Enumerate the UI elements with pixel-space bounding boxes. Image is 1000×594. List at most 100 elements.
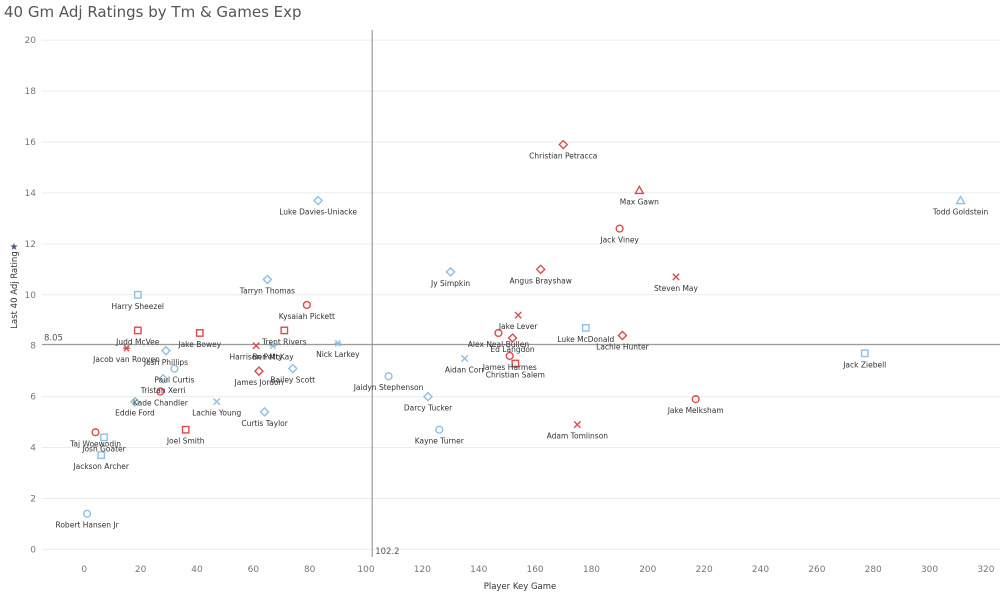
data-point (195, 329, 204, 337)
data-point (91, 428, 100, 437)
point-marker (133, 326, 142, 335)
data-point (634, 184, 645, 195)
data-point (280, 326, 289, 335)
point-marker (129, 396, 140, 407)
data-point (287, 363, 298, 374)
data-point (573, 420, 582, 429)
reference-lines: 102.2 8.05 (42, 30, 1000, 557)
data-point (100, 433, 108, 442)
x-tick-label: 40 (191, 565, 203, 575)
point-marker (691, 395, 700, 404)
point-marker (269, 342, 277, 350)
point-marker (252, 341, 260, 350)
y-tick-label: 6 (30, 393, 36, 403)
y-tick-label: 8 (30, 342, 36, 352)
x-tick-label: 0 (81, 565, 87, 575)
point-label: Kayne Turner (415, 437, 465, 446)
point-label: Bailey Scott (270, 376, 315, 385)
data-point (507, 333, 518, 344)
point-marker (97, 451, 106, 460)
y-axis-star-icon[interactable]: ★ (10, 242, 19, 253)
point-marker (558, 139, 569, 150)
point-marker (334, 339, 342, 347)
point-marker (253, 366, 264, 377)
data-point (514, 311, 522, 319)
y-tick-label: 20 (25, 36, 37, 46)
point-marker (955, 195, 966, 205)
data-point (615, 224, 624, 233)
point-marker (573, 420, 582, 429)
point-label: Kysaiah Pickett (279, 312, 335, 321)
point-marker (634, 184, 645, 195)
data-point (269, 342, 277, 350)
point-label: Tristan Xerri (140, 386, 186, 395)
point-label: Aidan Corr (445, 365, 485, 374)
point-label: Jack Viney (599, 236, 639, 245)
data-point (445, 266, 456, 277)
data-point (691, 395, 700, 404)
data-point (170, 364, 179, 373)
x-tick-label: 180 (583, 565, 600, 575)
y-tick-label: 10 (25, 291, 37, 301)
reference-label-x: 102.2 (375, 547, 399, 557)
data-point (860, 349, 869, 358)
point-label: Nick Larkey (316, 350, 360, 359)
point-label: Paul Curtis (154, 376, 194, 385)
data-point (384, 372, 393, 381)
point-marker (514, 311, 522, 319)
point-marker (91, 428, 100, 437)
chart-title: 40 Gm Adj Ratings by Tm & Games Exp (4, 3, 302, 21)
point-label: Adam Tomlinson (547, 432, 609, 441)
point-label: Taj Woewodin (69, 439, 121, 448)
data-point (252, 341, 260, 350)
point-marker (313, 195, 324, 206)
data-point (558, 139, 569, 150)
x-tick-label: 20 (135, 565, 147, 575)
point-label: Trent Rivers (261, 337, 307, 346)
point-marker (133, 290, 142, 299)
x-tick-label: 240 (752, 565, 769, 575)
point-marker (123, 344, 131, 352)
point-label: Lachie Hunter (596, 343, 649, 352)
data-point (160, 345, 171, 356)
point-label: Jy Simpkin (430, 279, 470, 288)
point-label: Jack Ziebell (842, 360, 886, 369)
y-axis-title: Last 40 Adj Rating (10, 251, 20, 328)
point-label: Christian Salem (486, 371, 545, 380)
point-marker (445, 266, 456, 277)
point-marker (435, 425, 444, 434)
y-tick-label: 4 (30, 444, 36, 454)
point-label: Curtis Taylor (241, 419, 288, 428)
data-point (672, 273, 680, 281)
data-point (535, 264, 546, 275)
point-label: Christian Petracca (529, 152, 597, 161)
point-marker (158, 373, 169, 384)
point-marker (287, 363, 298, 374)
point-label: Tarryn Thomas (239, 286, 295, 295)
x-axis-title: Player Key Game (484, 582, 557, 592)
data-point (423, 391, 434, 402)
data-point (494, 328, 503, 338)
point-label: Joel Smith (166, 437, 205, 446)
point-marker (511, 359, 520, 368)
point-marker (302, 300, 311, 310)
point-label: Ed Langdon (490, 345, 535, 354)
x-tick-label: 280 (865, 565, 882, 575)
data-point (505, 351, 514, 360)
y-tick-label: 18 (25, 87, 37, 97)
point-label: Harrison Petty (230, 353, 284, 362)
point-marker (535, 264, 546, 275)
point-label: Kade Chandler (133, 399, 189, 408)
data-point (511, 359, 520, 368)
data-point (156, 387, 165, 396)
point-label: Jackson Archer (72, 462, 129, 471)
point-label: Ben McKay (252, 353, 294, 362)
point-marker (259, 406, 270, 417)
data-point (617, 330, 628, 341)
y-tick-label: 2 (30, 494, 36, 504)
point-marker (494, 328, 503, 338)
point-label: Robert Hansen Jr (55, 521, 119, 530)
x-tick-label: 300 (921, 565, 938, 575)
point-marker (82, 509, 92, 518)
